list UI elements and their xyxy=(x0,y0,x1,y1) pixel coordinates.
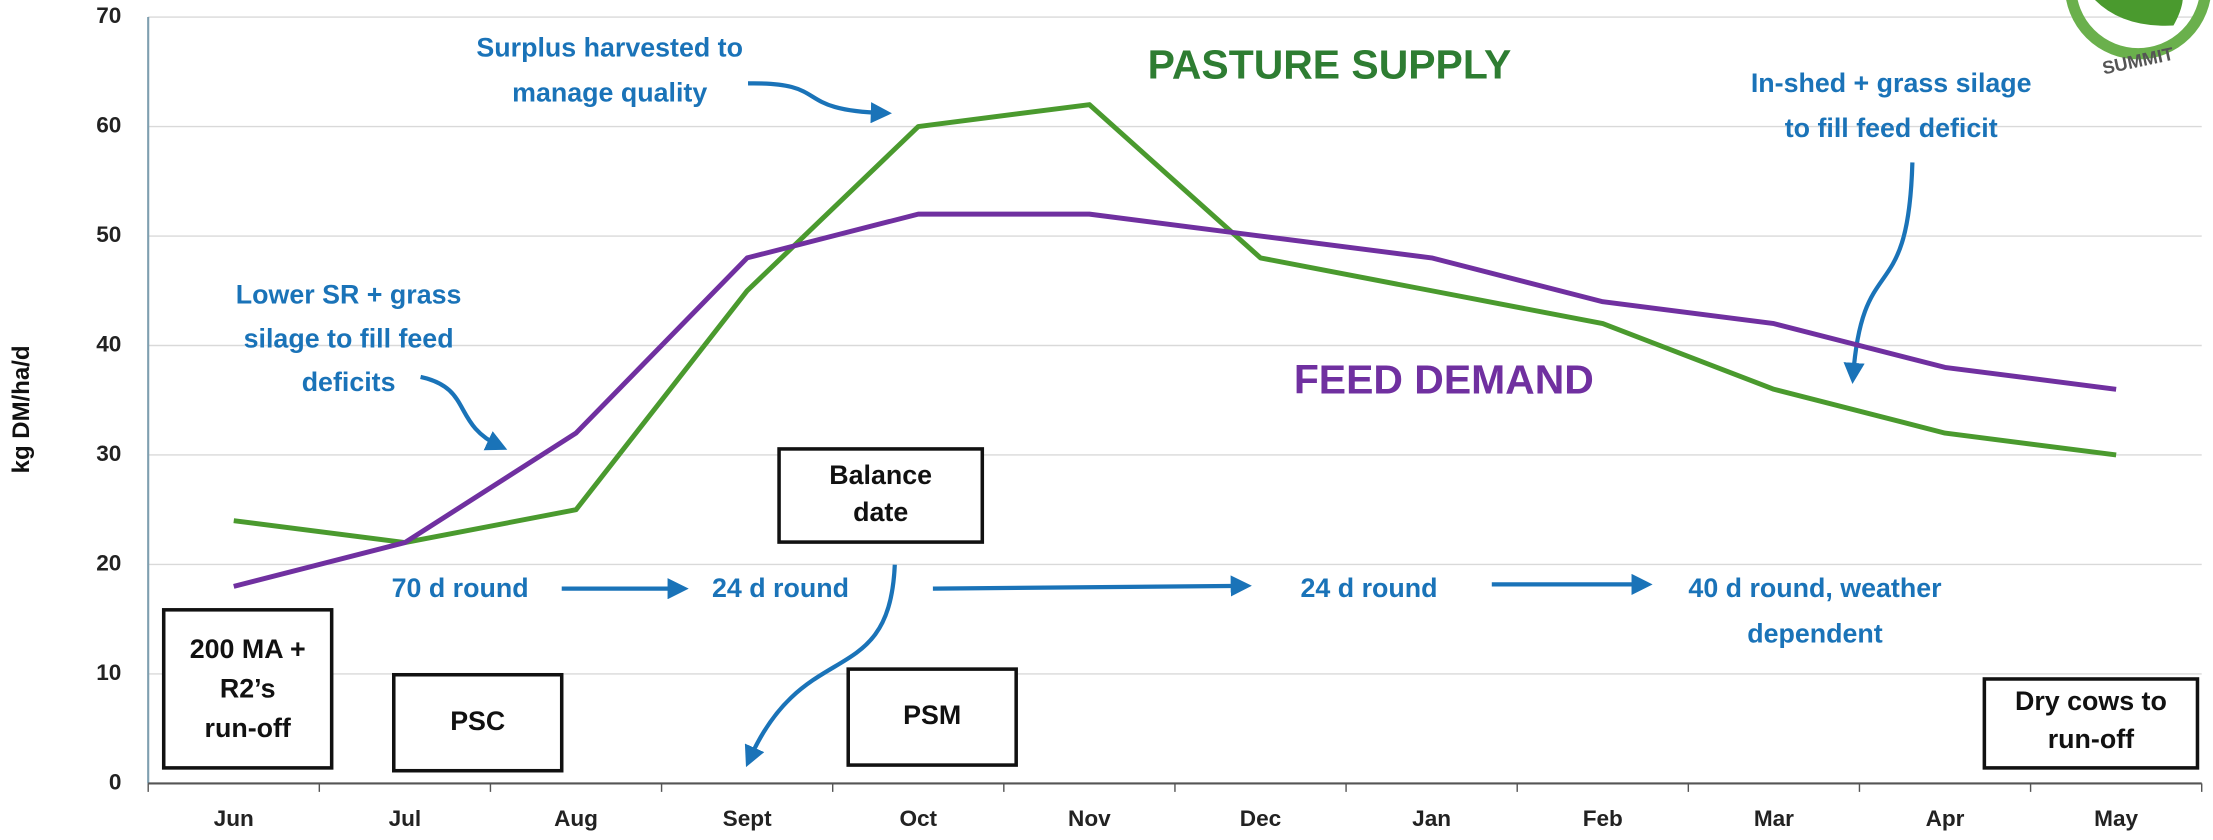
annotation: 24 d round xyxy=(712,573,849,603)
series-line xyxy=(233,211,2117,589)
x-tick-label: Aug xyxy=(554,806,598,831)
box-label: date xyxy=(853,497,908,527)
label-box xyxy=(777,447,985,544)
annotation-arrow xyxy=(1843,162,1915,384)
x-tick-label: Jun xyxy=(214,806,254,831)
y-tick-label: 10 xyxy=(96,660,121,685)
label-box xyxy=(161,608,334,770)
y-tick-label: 60 xyxy=(96,113,121,138)
annotation: deficits xyxy=(302,367,396,397)
annotation-arrow xyxy=(420,374,508,451)
y-tick-label: 40 xyxy=(96,331,121,356)
x-tick-label: Mar xyxy=(1754,806,1794,831)
box-label: Dry cows to xyxy=(2015,686,2167,716)
annotation: to fill feed deficit xyxy=(1785,113,1998,143)
y-tick-label: 30 xyxy=(96,441,121,466)
series-label: FEED DEMAND xyxy=(1294,356,1594,402)
x-tick-label: Oct xyxy=(899,806,937,831)
x-tick-label: Apr xyxy=(1926,806,1965,831)
y-tick-label: 0 xyxy=(109,769,122,794)
y-tick-label: 50 xyxy=(96,222,121,247)
logo-ring xyxy=(2066,0,2211,60)
box-label: PSC xyxy=(450,706,505,736)
x-tick-label: Sept xyxy=(723,806,772,831)
box-label: run-off xyxy=(205,713,291,743)
series-line xyxy=(233,102,2117,546)
logo-grass xyxy=(2095,0,2183,26)
annotation: 40 d round, weather xyxy=(1688,573,1942,603)
y-tick-label: 20 xyxy=(96,550,121,575)
annotation: silage to fill feed xyxy=(244,323,454,353)
x-tick-label: Dec xyxy=(1240,806,1281,831)
annotation: Surplus harvested to xyxy=(476,33,743,63)
annotation: Lower SR + grass xyxy=(236,280,462,310)
annotation: dependent xyxy=(1747,618,1883,648)
y-tick-label: 70 xyxy=(96,3,121,28)
x-tick-label: Jul xyxy=(389,806,422,831)
annotation-arrow xyxy=(744,564,897,768)
y-axis-title: kg DM/ha/d xyxy=(8,345,35,473)
logo xyxy=(2066,0,2211,60)
annotation-arrow xyxy=(747,81,892,124)
x-tick-label: Feb xyxy=(1583,806,1623,831)
annotation: 70 d round xyxy=(392,573,529,603)
annotation-arrow xyxy=(932,575,1252,597)
label-box xyxy=(846,667,1018,767)
x-tick-label: Nov xyxy=(1068,806,1111,831)
box-label: 200 MA + xyxy=(190,634,306,664)
annotation: In-shed + grass silage xyxy=(1751,68,2032,98)
annotation: 24 d round xyxy=(1301,573,1438,603)
box-label: R2’s xyxy=(220,673,276,703)
x-tick-label: May xyxy=(2094,806,2138,831)
x-tick-label: Jan xyxy=(1412,806,1451,831)
box-label: run-off xyxy=(2048,724,2134,754)
box-label: Balance xyxy=(829,460,932,490)
label-box xyxy=(392,672,564,773)
box-label: PSM xyxy=(903,700,961,730)
label-box xyxy=(1982,677,2200,770)
annotation: manage quality xyxy=(512,78,707,108)
series-label: PASTURE SUPPLY xyxy=(1148,42,1512,88)
